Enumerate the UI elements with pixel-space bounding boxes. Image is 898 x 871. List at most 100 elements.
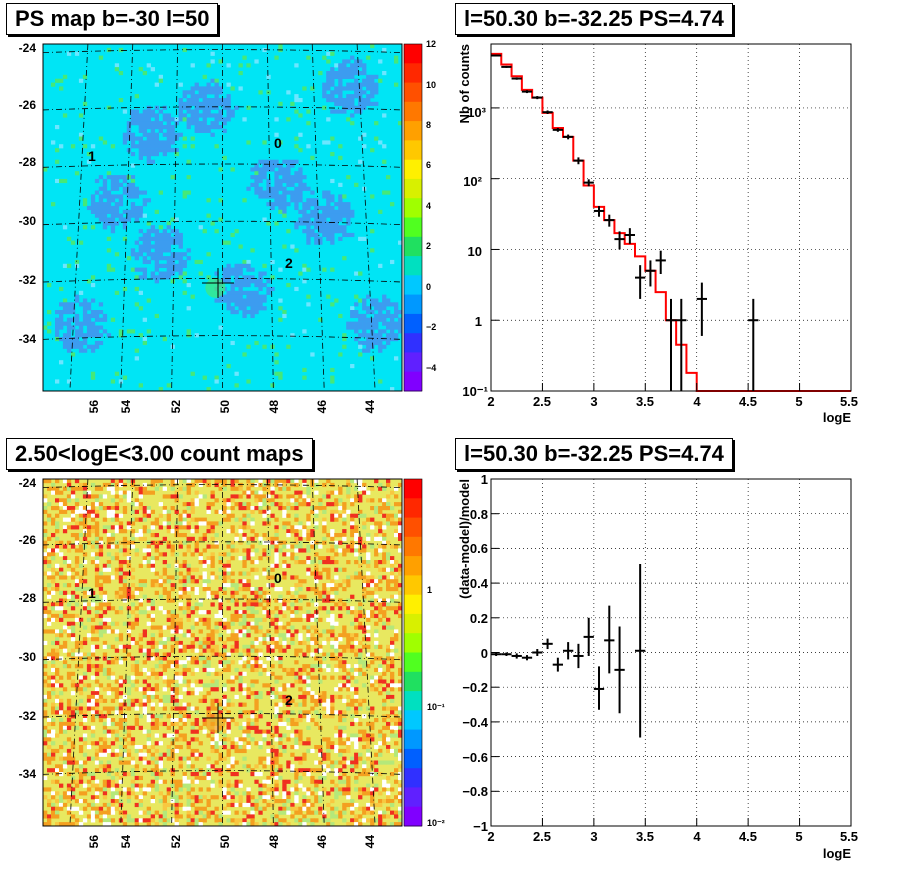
map-pixel xyxy=(374,298,379,303)
map-pixel xyxy=(358,101,363,106)
map-pixel xyxy=(114,178,120,184)
map-pixel xyxy=(66,325,72,330)
map-pixel xyxy=(166,136,171,141)
map-pixel xyxy=(370,101,375,106)
map-pixel xyxy=(150,256,155,261)
map-pixel xyxy=(242,279,247,284)
map-pixel xyxy=(122,190,128,195)
map-pixel xyxy=(106,194,112,199)
map-pixel xyxy=(318,229,323,234)
map-pixel xyxy=(362,317,367,322)
map-pixel xyxy=(174,117,179,122)
ps-map-y-tick: -26 xyxy=(19,98,37,112)
map-pixel xyxy=(358,71,363,76)
map-pixel xyxy=(134,275,139,280)
map-pixel xyxy=(342,225,347,230)
map-pixel xyxy=(134,302,139,307)
map-pixel xyxy=(142,140,147,145)
map-pixel xyxy=(94,190,100,195)
map-pixel xyxy=(358,298,363,303)
map-pixel xyxy=(250,275,255,280)
map-pixel xyxy=(250,294,255,299)
map-pixel xyxy=(210,132,215,137)
map-pixel xyxy=(270,259,275,265)
map-pixel xyxy=(382,337,387,342)
colorbar-band xyxy=(404,82,422,103)
map-pixel xyxy=(246,267,251,272)
map-pixel xyxy=(370,248,375,253)
map-pixel xyxy=(370,94,375,99)
map-pixel xyxy=(90,333,96,338)
map-pixel xyxy=(398,325,403,330)
map-pixel xyxy=(374,317,379,322)
map-pixel xyxy=(338,94,343,99)
ps-map-x-tick: 48 xyxy=(267,400,281,414)
map-pixel xyxy=(202,90,207,95)
map-pixel xyxy=(138,148,143,153)
map-pixel xyxy=(214,78,219,83)
map-pixel xyxy=(130,190,136,195)
map-pixel xyxy=(142,198,147,203)
map-pixel xyxy=(294,198,299,203)
map-pixel xyxy=(162,144,167,149)
map-pixel xyxy=(102,186,108,191)
map-pixel xyxy=(114,194,120,199)
map-pixel xyxy=(178,275,183,280)
map-pixel xyxy=(210,113,215,118)
map-pixel xyxy=(270,286,275,292)
map-pixel xyxy=(338,71,343,76)
map-pixel xyxy=(158,225,163,230)
map-pixel xyxy=(126,121,132,126)
map-pixel xyxy=(242,55,247,60)
map-pixel xyxy=(222,298,227,303)
map-pixel xyxy=(166,236,171,241)
map-pixel xyxy=(358,340,363,346)
map-pixel xyxy=(350,105,355,110)
map-pixel xyxy=(350,55,355,60)
map-pixel xyxy=(170,279,175,284)
map-pixel xyxy=(318,217,323,222)
map-pixel xyxy=(206,128,211,133)
map-pixel xyxy=(110,267,116,272)
map-pixel xyxy=(354,325,359,330)
map-pixel xyxy=(366,294,371,299)
map-pixel xyxy=(282,209,287,214)
map-pixel xyxy=(138,306,143,311)
map-pixel xyxy=(354,313,359,319)
map-pixel xyxy=(250,306,255,311)
map-pixel xyxy=(94,344,100,349)
map-pixel xyxy=(394,313,399,319)
map-pixel xyxy=(194,109,199,114)
map-pixel xyxy=(274,55,279,60)
map-pixel xyxy=(210,51,215,56)
map-pixel xyxy=(114,67,120,72)
map-pixel xyxy=(126,217,132,222)
map-pixel xyxy=(326,74,331,79)
map-pixel xyxy=(330,94,335,99)
map-pixel xyxy=(206,252,211,257)
colorbar-band xyxy=(404,313,422,334)
map-pixel xyxy=(182,90,187,95)
map-pixel xyxy=(354,294,359,299)
map-pixel xyxy=(146,121,151,126)
map-pixel xyxy=(362,313,367,319)
map-pixel xyxy=(294,144,299,149)
map-pixel xyxy=(154,263,159,268)
map-pixel xyxy=(86,302,92,307)
map-pixel xyxy=(254,302,259,307)
map-pixel xyxy=(162,117,167,122)
map-pixel xyxy=(55,333,60,338)
map-pixel xyxy=(190,121,195,126)
map-pixel xyxy=(74,337,80,342)
map-pixel xyxy=(378,306,383,311)
map-pixel xyxy=(146,236,151,241)
map-pixel xyxy=(154,140,159,145)
map-pixel xyxy=(182,190,187,195)
map-pixel xyxy=(370,74,375,79)
map-pixel xyxy=(350,313,355,319)
map-pixel xyxy=(386,325,391,330)
map-pixel xyxy=(106,248,112,253)
map-pixel xyxy=(150,271,155,276)
map-pixel xyxy=(142,275,147,280)
map-pixel xyxy=(334,202,339,207)
